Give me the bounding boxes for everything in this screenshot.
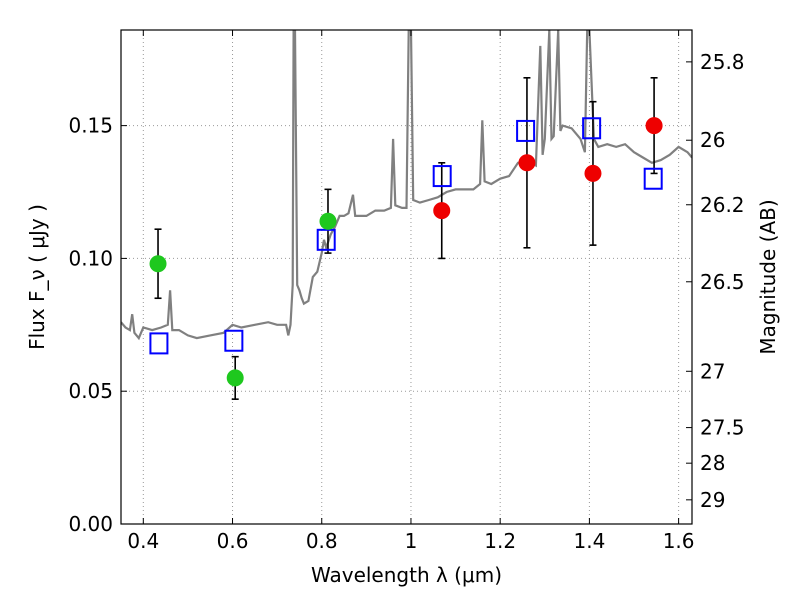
x-tick-label: 0.8 (306, 529, 338, 553)
spectrum-line (121, 30, 692, 341)
model-square-point (643, 167, 663, 190)
model-square-point (316, 228, 336, 251)
y2-tick-label: 27 (700, 359, 725, 383)
y2-tick-label: 26 (700, 128, 725, 152)
y2-tick-label: 28 (700, 451, 725, 475)
model-square-point (224, 329, 244, 352)
x-axis-label: Wavelength λ (μm) (311, 563, 502, 587)
x-tick-label: 1 (405, 529, 418, 553)
y-tick-label: 0.15 (68, 114, 113, 138)
x-tick-label: 0.4 (127, 529, 159, 553)
model-square-point (432, 165, 452, 188)
y-tick-label: 0.00 (68, 512, 113, 536)
red-observed-point (645, 117, 663, 135)
green-observed-point (226, 369, 244, 387)
model-square-point (582, 117, 602, 140)
plot-frame (120, 29, 693, 525)
green-observed-point (319, 212, 337, 230)
green-observed-point (149, 255, 167, 273)
y-axis-label: Flux F_ν ( μJy ) (25, 204, 49, 350)
model-square-point (516, 119, 536, 142)
data-points (149, 117, 663, 387)
y2-tick-label: 26.5 (700, 270, 745, 294)
y2-tick-label: 25.8 (700, 50, 745, 74)
model-square-point (149, 332, 169, 355)
axis-ticks: 0.4 0.6 0.8 1 1.2 1.4 1.6 0.00 0.05 0.10 0.15 26 26.… (68, 30, 745, 553)
x-tick-label: 0.6 (217, 529, 249, 553)
y2-tick-label: 29 (700, 488, 725, 512)
red-observed-point (584, 164, 602, 182)
grid-lines (121, 30, 692, 525)
red-observed-point (433, 202, 451, 220)
y2-tick-label: 26.2 (700, 193, 745, 217)
y2-tick-label: 27.5 (700, 416, 745, 440)
y-tick-label: 0.10 (68, 246, 113, 270)
x-tick-label: 1.6 (663, 529, 695, 553)
y2-axis-label: Magnitude (AB) (756, 199, 780, 354)
spectrum (121, 30, 692, 341)
x-tick-label: 1.4 (573, 529, 605, 553)
y-tick-label: 0.05 (68, 379, 113, 403)
red-observed-point (518, 154, 536, 172)
x-tick-label: 1.2 (484, 529, 516, 553)
